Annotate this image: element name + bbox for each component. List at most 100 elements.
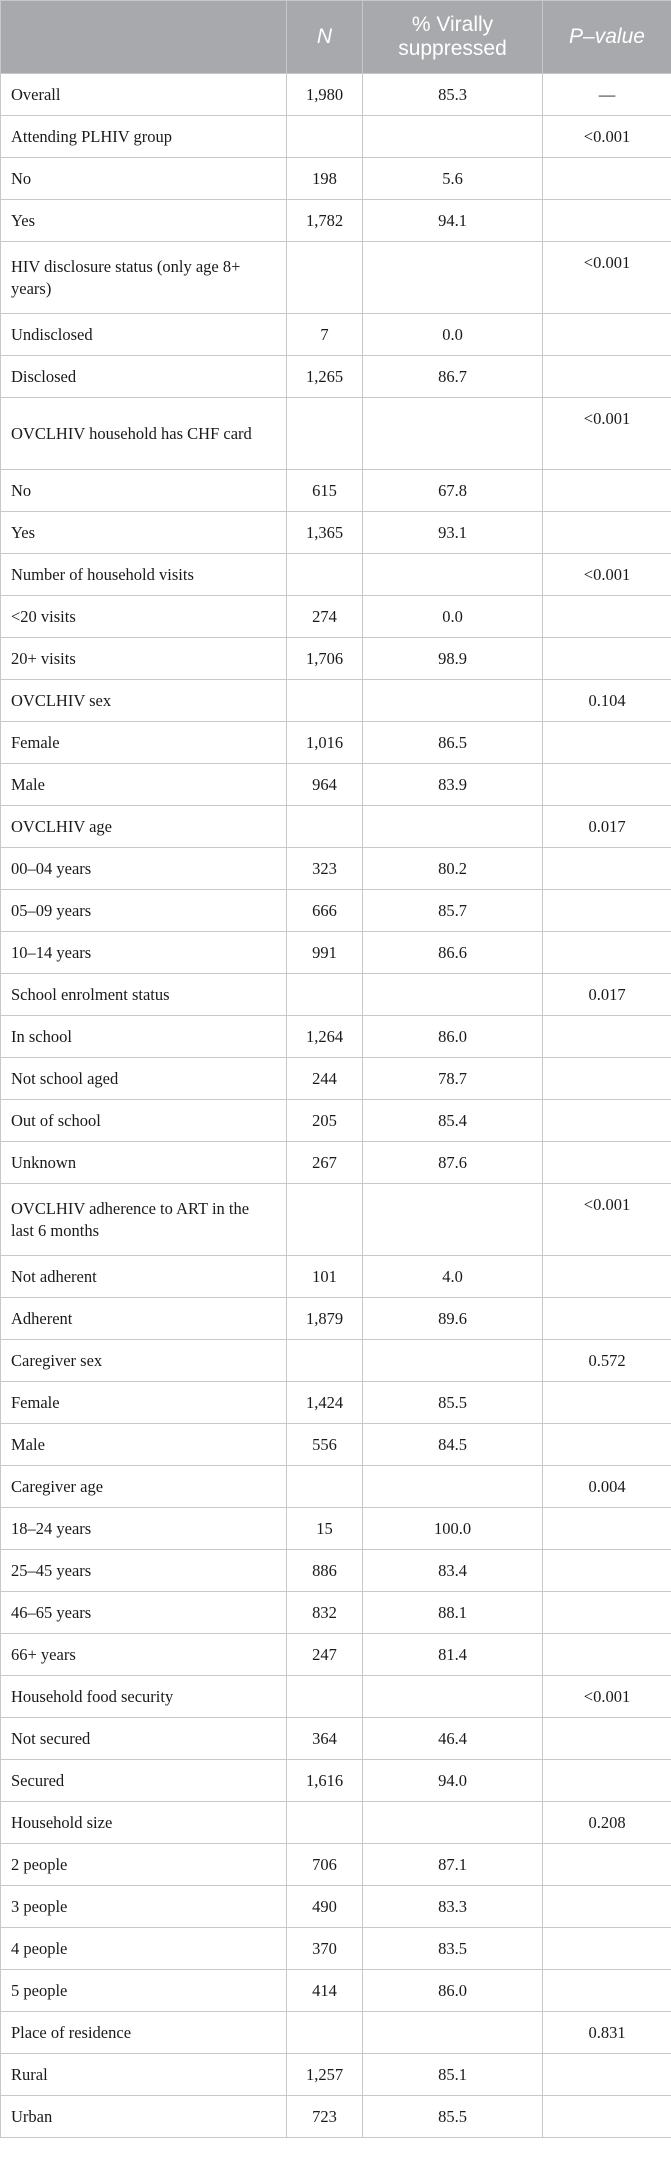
cell-n [286,805,363,848]
cell-pct-suppressed [362,553,543,596]
header-blank [0,0,287,74]
cell-n: 101 [286,1255,363,1298]
table-row: Undisclosed 7 0.0 [0,313,671,356]
cell-label: Caregiver sex [0,1339,287,1382]
cell-n [286,2011,363,2054]
table-row: 4 people 370 83.5 [0,1927,671,1970]
table-body: Overall 1,980 85.3— Attending PLHIV group <0… [0,73,671,2138]
cell-pct-suppressed [362,679,543,722]
cell-p-value [542,313,671,356]
table-row: 05–09 years 666 85.7 [0,889,671,932]
cell-p-value [542,1255,671,1298]
cell-n: 490 [286,1885,363,1928]
cell-label: Not adherent [0,1255,287,1298]
cell-label: Rural [0,2053,287,2096]
cell-pct-suppressed: 78.7 [362,1057,543,1100]
cell-pct-suppressed [362,2011,543,2054]
cell-pct-suppressed [362,1801,543,1844]
cell-label: 2 people [0,1843,287,1886]
cell-pct-suppressed: 85.3 [362,73,543,116]
cell-pct-suppressed: 84.5 [362,1423,543,1466]
cell-pct-suppressed: 83.9 [362,763,543,806]
table-row: OVCLHIV adherence to ART in the last 6 m… [0,1183,671,1256]
cell-p-value: 0.017 [542,805,671,848]
cell-p-value [542,157,671,200]
cell-p-value [542,1381,671,1424]
cell-pct-suppressed [362,973,543,1016]
cell-p-value [542,1423,671,1466]
table-row: Yes 1,782 94.1 [0,199,671,242]
cell-p-value [542,1843,671,1886]
table-row: In school 1,264 86.0 [0,1015,671,1058]
cell-p-value [542,1885,671,1928]
cell-n: 615 [286,469,363,512]
table-row: Caregiver age 0.004 [0,1465,671,1508]
cell-label: 3 people [0,1885,287,1928]
cell-p-value: <0.001 [542,241,671,314]
cell-n [286,115,363,158]
cell-pct-suppressed: 85.4 [362,1099,543,1142]
cell-p-value: 0.572 [542,1339,671,1382]
table-row: Male 964 83.9 [0,763,671,806]
cell-label: Urban [0,2095,287,2138]
cell-p-value: <0.001 [542,397,671,470]
cell-label: Female [0,721,287,764]
cell-label: Undisclosed [0,313,287,356]
cell-n: 832 [286,1591,363,1634]
cell-p-value [542,2053,671,2096]
cell-p-value: 0.831 [542,2011,671,2054]
table-row: 3 people 490 83.3 [0,1885,671,1928]
cell-n: 274 [286,595,363,638]
cell-pct-suppressed: 86.7 [362,355,543,398]
cell-n: 1,980 [286,73,363,116]
cell-p-value [542,1057,671,1100]
cell-label: 18–24 years [0,1507,287,1550]
cell-pct-suppressed: 87.1 [362,1843,543,1886]
cell-pct-suppressed: 81.4 [362,1633,543,1676]
cell-p-value: 0.004 [542,1465,671,1508]
cell-p-value [542,595,671,638]
table-header: N % Virally suppressed P–value [0,0,671,74]
cell-label: Male [0,1423,287,1466]
table-row: 20+ visits 1,706 98.9 [0,637,671,680]
cell-n: 666 [286,889,363,932]
cell-n [286,1675,363,1718]
cell-n: 886 [286,1549,363,1592]
cell-pct-suppressed: 0.0 [362,313,543,356]
table-row: School enrolment status 0.017 [0,973,671,1016]
cell-p-value [542,2095,671,2138]
cell-pct-suppressed: 85.5 [362,2095,543,2138]
cell-label: OVCLHIV sex [0,679,287,722]
cell-label: OVCLHIV age [0,805,287,848]
cell-n: 370 [286,1927,363,1970]
cell-label: Yes [0,511,287,554]
cell-pct-suppressed: 94.1 [362,199,543,242]
cell-label: 66+ years [0,1633,287,1676]
cell-pct-suppressed [362,1675,543,1718]
cell-label: Male [0,763,287,806]
table-row: Disclosed 1,265 86.7 [0,355,671,398]
cell-pct-suppressed [362,397,543,470]
cell-pct-suppressed: 86.5 [362,721,543,764]
cell-p-value [542,931,671,974]
cell-label: 5 people [0,1969,287,2012]
cell-label: Secured [0,1759,287,1802]
table-row: OVCLHIV age 0.017 [0,805,671,848]
table-row: OVCLHIV household has CHF card <0.001 [0,397,671,470]
cell-p-value [542,1549,671,1592]
cell-label: 20+ visits [0,637,287,680]
cell-label: Attending PLHIV group [0,115,287,158]
cell-n: 244 [286,1057,363,1100]
cell-n: 1,365 [286,511,363,554]
cell-p-value [542,1507,671,1550]
cell-p-value: 0.017 [542,973,671,1016]
cell-label: Overall [0,73,287,116]
table-row: Caregiver sex 0.572 [0,1339,671,1382]
table-row: Household food security <0.001 [0,1675,671,1718]
cell-pct-suppressed: 88.1 [362,1591,543,1634]
cell-pct-suppressed: 46.4 [362,1717,543,1760]
table-row: No 198 5.6 [0,157,671,200]
cell-pct-suppressed: 67.8 [362,469,543,512]
cell-label: Out of school [0,1099,287,1142]
table-row: 00–04 years 323 80.2 [0,847,671,890]
